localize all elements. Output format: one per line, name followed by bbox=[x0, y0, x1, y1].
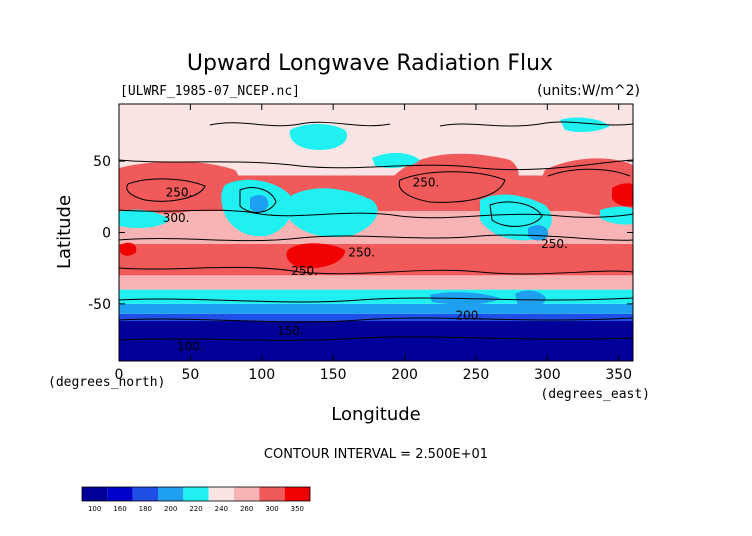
colorbar: 100 160 180 200 220 240 260 300 350 bbox=[81, 486, 311, 513]
y-tick-label: -50 bbox=[88, 297, 111, 313]
units-label: (units:W/m^2) bbox=[537, 83, 640, 99]
colorbar-level-label: 240 bbox=[215, 505, 228, 513]
contour-line bbox=[547, 168, 631, 177]
contour-label: 300. bbox=[163, 211, 190, 225]
latitude-band bbox=[119, 104, 633, 133]
x-tick-label: 200 bbox=[391, 367, 418, 383]
colorbar-level-label: 100 bbox=[88, 505, 101, 513]
colorbar-level-label: 260 bbox=[240, 505, 253, 513]
colorbar-level-label: 200 bbox=[164, 505, 177, 513]
hot-region-north-america-core bbox=[612, 183, 633, 207]
latitude-band bbox=[119, 303, 633, 314]
contour-label: 250. bbox=[541, 237, 568, 251]
contour-interval: CONTOUR INTERVAL = 2.500E+01 bbox=[264, 447, 488, 462]
contour-label: 250. bbox=[291, 264, 318, 278]
latitude-band bbox=[119, 243, 633, 276]
colorbar-swatch bbox=[183, 487, 209, 501]
y-axis-label: Latitude bbox=[54, 195, 75, 269]
colorbar-frame bbox=[81, 486, 311, 502]
contour-lines bbox=[119, 121, 633, 341]
contour-label: 200. bbox=[455, 308, 482, 322]
hot-region-north-america bbox=[542, 158, 633, 217]
contour-line bbox=[119, 209, 633, 219]
hot-region-south-america bbox=[120, 242, 137, 256]
contour-line bbox=[209, 121, 391, 127]
colorbar-swatch bbox=[132, 487, 158, 501]
cold-region-west-pacific bbox=[286, 188, 378, 238]
latitude-band bbox=[119, 313, 633, 322]
x-axis-label: Longitude bbox=[331, 404, 421, 425]
y-unit-note: (degrees_north) bbox=[48, 375, 165, 390]
colorbar-swatch bbox=[158, 487, 184, 501]
y-tick-label: 50 bbox=[93, 154, 111, 170]
colorbar-level-label: 220 bbox=[189, 505, 202, 513]
contour-labels: 250. 300. 250. 250. 250. 250. 200. 150. 100. bbox=[163, 176, 568, 354]
contour-line bbox=[119, 297, 633, 303]
x-tick-label: 150 bbox=[320, 367, 347, 383]
cold-region-atlantic bbox=[600, 206, 633, 225]
cold-region-africa-tropics bbox=[119, 209, 170, 228]
colorbar-swatch bbox=[284, 487, 310, 501]
contour-line bbox=[119, 159, 633, 171]
contour-line bbox=[119, 336, 633, 341]
cold-region-siberia bbox=[289, 124, 348, 150]
colorbar-level-label: 180 bbox=[139, 505, 152, 513]
colorbar-level-label: 160 bbox=[113, 505, 126, 513]
cold-region-central-america-core bbox=[528, 225, 549, 241]
x-tick-label: 100 bbox=[248, 367, 275, 383]
latitude-band bbox=[119, 289, 633, 304]
contour-line bbox=[119, 234, 633, 242]
y-axis: -50 0 50 bbox=[88, 154, 633, 313]
cold-region-india-core bbox=[250, 195, 269, 213]
contour-label: 250. bbox=[348, 245, 375, 259]
x-axis: 0 50 100 150 200 250 300 350 bbox=[115, 104, 632, 383]
x-tick-label: 300 bbox=[534, 367, 561, 383]
contour-line bbox=[119, 266, 633, 275]
cold-region-north-atlantic bbox=[372, 152, 420, 168]
colorbar-swatch bbox=[208, 487, 234, 501]
y-tick-label: 0 bbox=[102, 226, 111, 242]
colorbar-level-label: 350 bbox=[291, 505, 304, 513]
x-unit-note: (degrees_east) bbox=[540, 387, 650, 402]
contour-label: 250. bbox=[166, 186, 193, 200]
contour-line bbox=[126, 178, 206, 202]
colorbar-swatch bbox=[234, 487, 260, 501]
contour-line bbox=[398, 171, 506, 203]
contour-line bbox=[119, 317, 633, 323]
contour-line bbox=[489, 201, 543, 227]
x-tick-label: 50 bbox=[181, 367, 199, 383]
contour-label: 150. bbox=[277, 324, 304, 338]
x-tick-label: 0 bbox=[115, 367, 124, 383]
colorbar-swatch bbox=[259, 487, 285, 501]
contour-label: 100. bbox=[177, 340, 204, 354]
contour-line bbox=[439, 121, 633, 127]
dataset-label: [ULWRF_1985-07_NCEP.nc] bbox=[120, 84, 300, 99]
hot-region-indian-ocean bbox=[286, 243, 345, 269]
colorbar-level-label: 300 bbox=[265, 505, 278, 513]
latitude-bands bbox=[119, 104, 633, 361]
colorbar-swatch bbox=[107, 487, 133, 501]
flux-field bbox=[119, 104, 633, 361]
latitude-band bbox=[119, 275, 633, 290]
latitude-band bbox=[119, 321, 633, 361]
x-tick-label: 350 bbox=[605, 367, 632, 383]
contour-line bbox=[239, 187, 277, 213]
chart-title: Upward Longwave Radiation Flux bbox=[187, 51, 553, 76]
x-tick-label: 250 bbox=[463, 367, 490, 383]
colorbar-swatch bbox=[82, 487, 108, 501]
contour-label: 250. bbox=[413, 176, 440, 190]
cold-region-arctic bbox=[560, 117, 610, 133]
